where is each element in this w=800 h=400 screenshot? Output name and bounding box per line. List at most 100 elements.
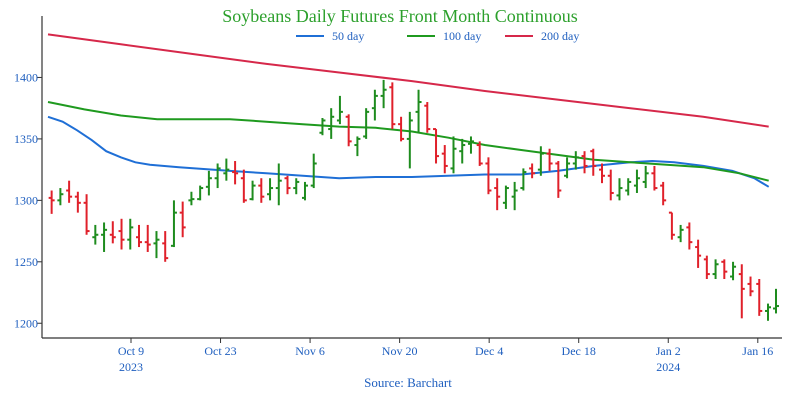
ohlc-bar [214,163,221,189]
ohlc-bar [179,201,186,238]
ohlc-bar [599,163,606,184]
ohlc-bar [730,261,737,281]
ohlc-bar [467,136,474,154]
ohlc-bar [406,111,413,169]
ohlc-bar [668,211,675,240]
ohlc-bar [74,191,81,213]
ohlc-bar [232,161,239,185]
x-tick-label: Nov 20 [382,344,418,358]
ohlc-bar [625,178,632,196]
ohlc-bar [328,108,335,139]
legend: 50 day 100 day 200 day [296,29,579,43]
ohlc-bar [415,89,422,133]
ohlc-bar [424,102,431,133]
moving-averages [47,33,770,188]
ohlc-bar [502,185,509,209]
x-tick-label: Oct 23 [204,344,236,358]
ohlc-bar [371,89,378,121]
ohlc-bar [389,82,396,130]
ohlc-bar [188,191,195,206]
series-line-ma200 [47,33,769,128]
ohlc-bar [249,180,256,201]
legend-label-ma50: 50 day [332,29,364,43]
y-tick-label: 1250 [14,255,38,269]
ohlc-bar [109,221,116,244]
series-line-ma100 [47,101,769,182]
legend-label-ma100: 100 day [443,29,481,43]
x-tick-label: Oct 9 [118,344,144,358]
ohlc-bar [284,175,291,195]
ohlc-bar [459,138,466,164]
ohlc-bar [529,163,536,179]
ohlc-bar [118,218,125,250]
ohlc-bar [66,180,73,203]
ohlc-bar [267,178,274,201]
ohlc-bar [336,95,343,125]
ohlc-bar [450,136,457,174]
ohlc-bar [677,224,684,243]
y-tick-label: 1400 [14,70,38,84]
y-tick-label: 1350 [14,132,38,146]
source-label: Source: Barchart [364,375,452,390]
ohlc-bar [756,279,763,316]
ohlc-bar [354,136,361,157]
ohlc-bar [616,178,623,201]
ohlc-bar [363,108,370,139]
ohlc-bar [476,141,483,166]
x-tick-label: Dec 18 [562,344,596,358]
axes: 1200 1250 1300 1350 1400 Oct 9 2023 Oct 23 Nov 6… [14,16,782,374]
ohlc-bar [747,276,754,297]
ohlc-bar [48,190,55,214]
ohlc-bar [660,181,667,206]
price-bars [48,79,779,321]
ohlc-bar [258,178,265,203]
ohlc-bar [83,194,90,235]
x-tick-label: Dec 4 [475,344,503,358]
ohlc-bar [240,169,247,203]
ohlc-bar [633,169,640,193]
ohlc-bar [144,224,151,252]
ohlc-bar [57,188,64,206]
ohlc-bar [293,178,300,195]
ohlc-bar [398,116,405,142]
x-tick-year-label: 2024 [656,360,680,374]
x-tick-label: Jan 16 [742,344,773,358]
ohlc-bar [380,79,387,109]
ohlc-bar [441,145,448,174]
y-tick-label: 1200 [14,316,38,330]
ohlc-bar [572,151,579,170]
ohlc-bar [153,231,160,259]
ohlc-bar [92,224,99,245]
ohlc-bar [764,303,771,321]
ohlc-bar [695,239,702,268]
ohlc-bar [301,181,308,201]
ohlc-bar [485,157,492,195]
x-tick-label: Jan 2 [656,344,681,358]
ohlc-bar [642,165,649,189]
ohlc-bar [511,181,518,211]
ohlc-bar [162,231,169,262]
ohlc-bar [433,128,440,164]
ohlc-bar [127,218,134,250]
chart-title: Soybeans Daily Futures Front Month Conti… [222,6,578,26]
ohlc-bar [590,148,597,176]
ohlc-bar [738,264,745,319]
ohlc-bar [607,169,614,201]
series-line-ma50 [47,115,770,188]
ohlc-bar [721,259,728,280]
ohlc-bar [651,165,658,191]
ohlc-bar [101,222,108,252]
x-tick-label: Nov 6 [295,344,325,358]
x-tick-year-label: 2023 [119,360,143,374]
ohlc-bar [773,288,779,314]
ohlc-bar [537,146,544,176]
ohlc-bar [170,200,177,248]
ohlc-bar [310,153,317,189]
ohlc-bar [136,224,142,248]
ohlc-bar [686,222,693,250]
ohlc-bar [564,157,571,179]
ohlc-bar [223,158,230,181]
ohlc-bar [494,178,501,211]
